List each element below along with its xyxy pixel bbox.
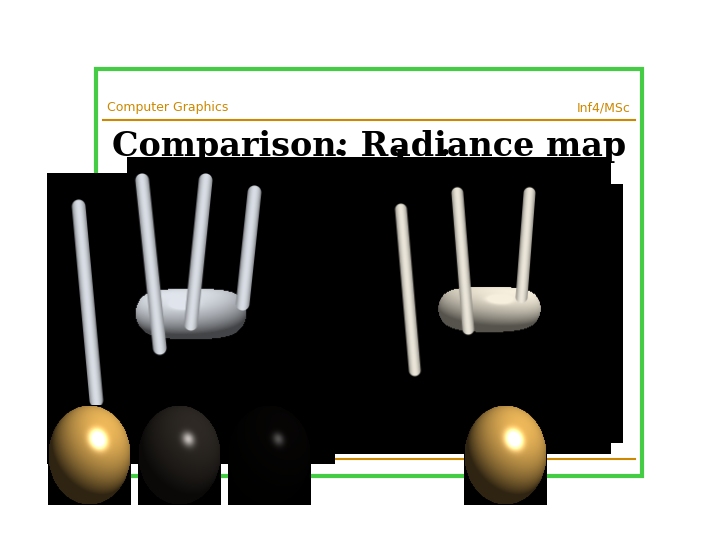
Bar [127,157,611,454]
Text: Computer Graphics: Computer Graphics [107,101,228,114]
Text: versus single image: versus single image [184,150,554,183]
Text: Inf4/MSc: Inf4/MSc [577,101,631,114]
Text: Comparison: Radiance map: Comparison: Radiance map [112,130,626,163]
